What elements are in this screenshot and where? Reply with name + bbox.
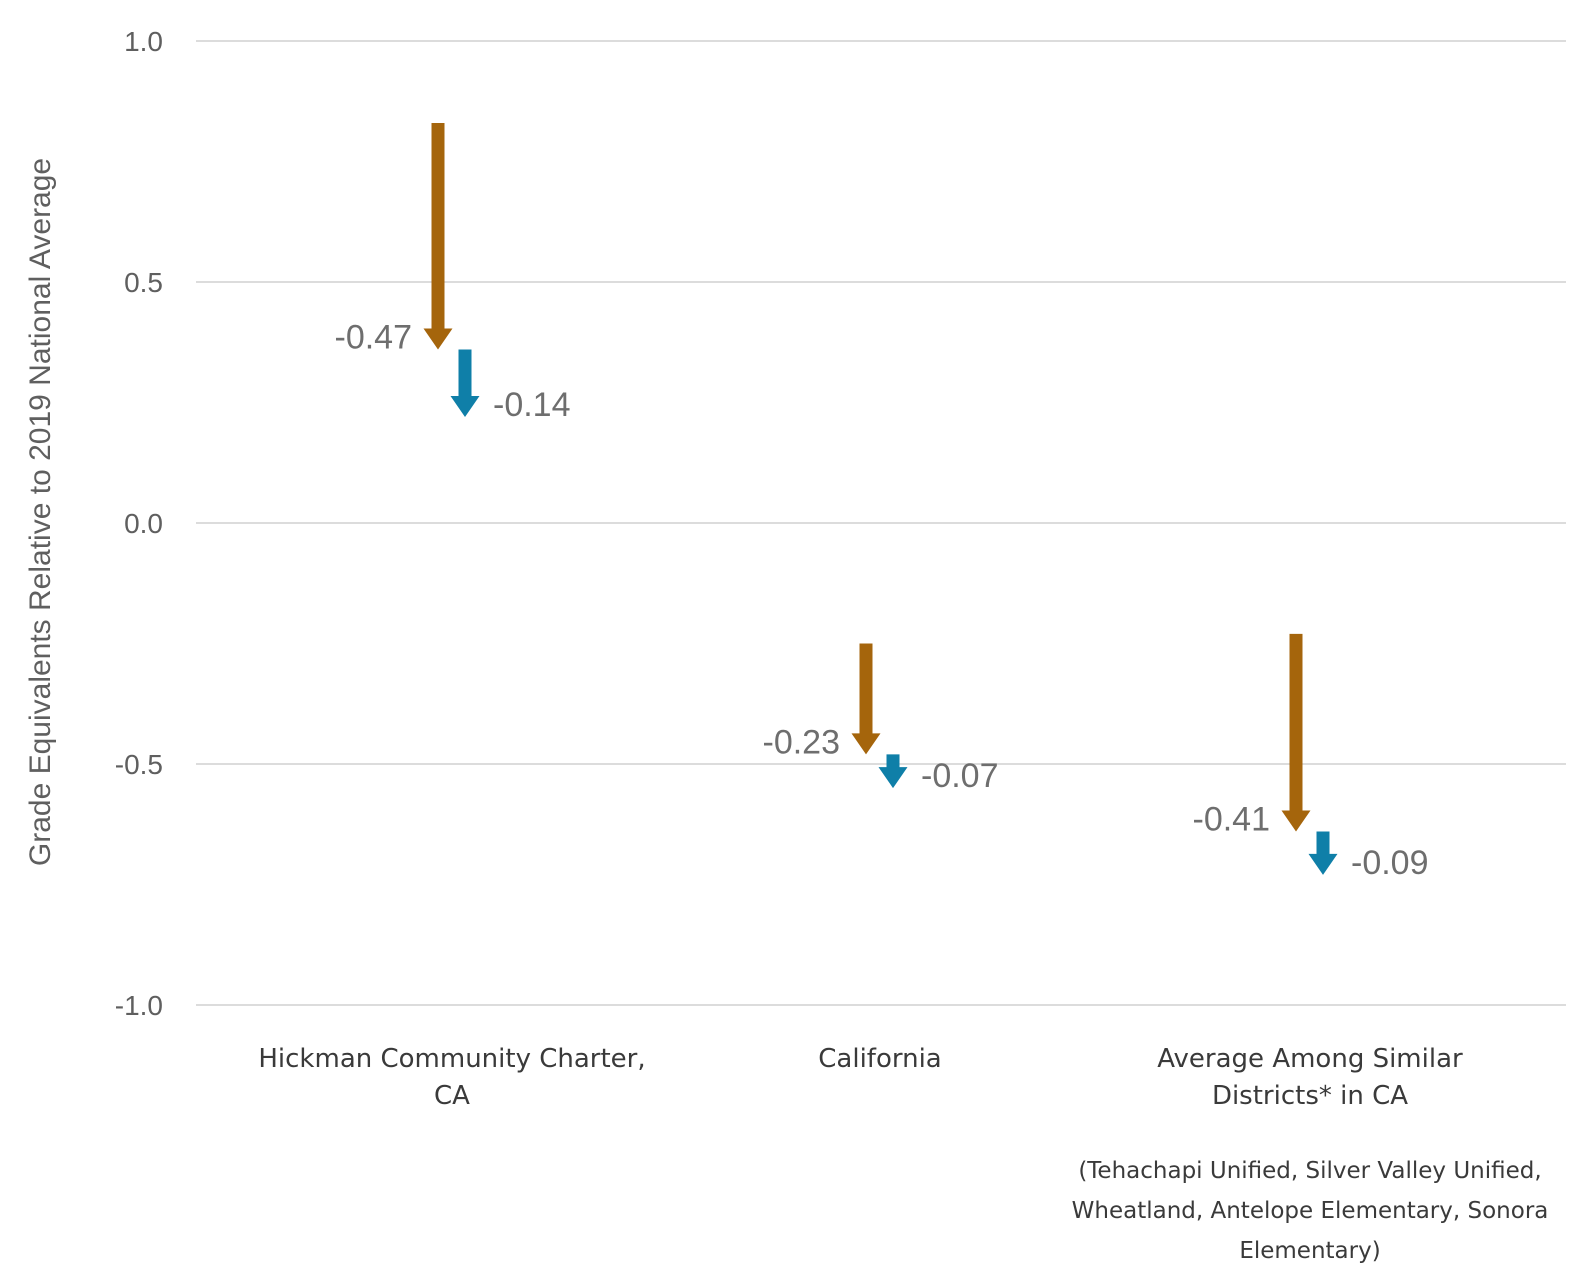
change-arrow	[851, 643, 881, 755]
gridlines	[196, 40, 1566, 1006]
y-tick-label: 1.0	[124, 26, 163, 57]
y-tick-label: -1.0	[115, 990, 163, 1021]
arrow-series	[423, 122, 1338, 875]
x-tick-label: Hickman Community Charter, CA	[258, 1044, 645, 1111]
x-tick-label: California	[818, 1044, 941, 1074]
y-tick-label: 0.0	[124, 508, 163, 539]
change-arrow	[878, 754, 908, 789]
value-labels: -0.47 -0.23 -0.41 -0.14 -0.07 -0.09	[335, 318, 1429, 881]
footnote: (Tehachapi Unified, Silver Valley Unifie…	[1072, 1158, 1549, 1264]
y-tick-label: -0.5	[115, 749, 163, 780]
y-axis-label: Grade Equivalents Relative to 2019 Natio…	[24, 158, 57, 866]
y-tick-label: 0.5	[124, 267, 163, 298]
data-label: -0.23	[763, 723, 841, 761]
data-label: -0.14	[493, 386, 571, 424]
x-axis: Hickman Community Charter, CA California Av…	[258, 1044, 1463, 1111]
data-label: -0.07	[921, 757, 999, 795]
footnote-text: (Tehachapi Unified, Silver Valley Unifie…	[1072, 1158, 1549, 1264]
change-arrow	[1281, 633, 1311, 832]
data-label: -0.41	[1193, 800, 1271, 838]
y-axis: 1.0 0.5 0.0 -0.5 -1.0	[115, 26, 163, 1021]
data-label: -0.09	[1351, 844, 1429, 882]
x-tick-label: Average Among Similar Districts* in CA	[1157, 1044, 1463, 1111]
change-arrow	[450, 349, 480, 417]
change-arrow	[423, 122, 453, 350]
change-arrow	[1308, 831, 1338, 875]
data-label: -0.47	[335, 318, 413, 356]
